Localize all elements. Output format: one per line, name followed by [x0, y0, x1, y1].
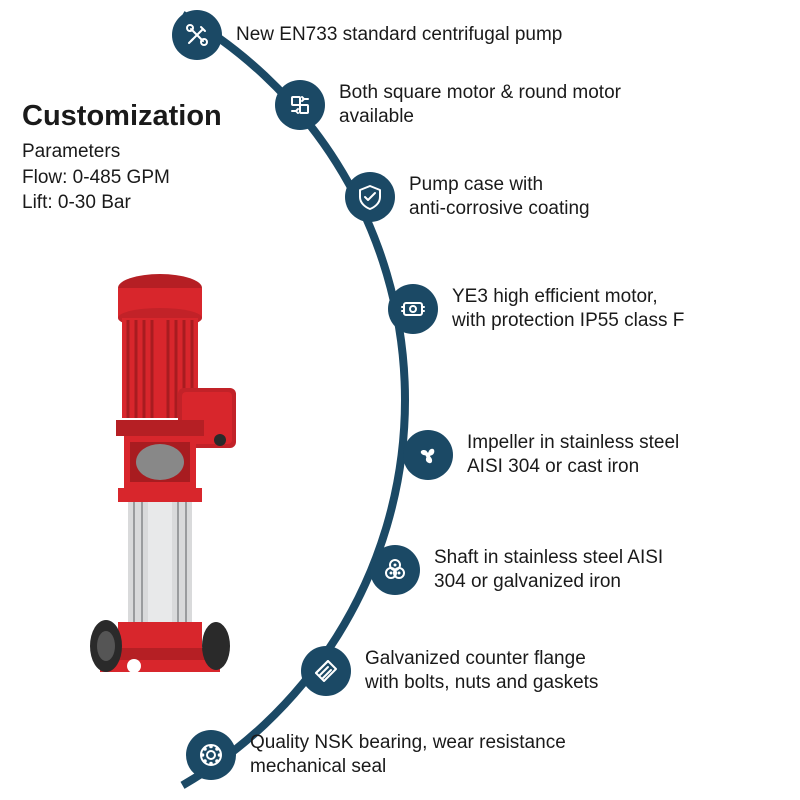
parameters-label: Parameters: [22, 139, 222, 165]
feature-item: New EN733 standard centrifugal pump: [172, 10, 562, 60]
feature-item: Quality NSK bearing, wear resistance mec…: [186, 730, 580, 780]
feature-text: Pump case withanti-corrosive coating: [409, 173, 590, 221]
feature-item: Shaft in stainless steel AISI304 or galv…: [370, 545, 663, 595]
fan-icon: [403, 430, 453, 480]
feature-text: Galvanized counter flangewith bolts, nut…: [365, 647, 598, 695]
feature-text: New EN733 standard centrifugal pump: [236, 23, 562, 47]
feature-item: Galvanized counter flangewith bolts, nut…: [301, 646, 598, 696]
feature-text: YE3 high efficient motor,with protection…: [452, 285, 684, 333]
feature-item: Impeller in stainless steelAISI 304 or c…: [403, 430, 679, 480]
customization-heading: Customization Parameters Flow: 0-485 GPM…: [22, 100, 222, 216]
flange-icon: [301, 646, 351, 696]
flow-value: Flow: 0-485 GPM: [22, 165, 222, 191]
feature-text: Shaft in stainless steel AISI304 or galv…: [434, 546, 663, 594]
tools-icon: [172, 10, 222, 60]
lift-value: Lift: 0-30 Bar: [22, 190, 222, 216]
pump-illustration: [70, 270, 260, 690]
feature-item: Pump case withanti-corrosive coating: [345, 172, 590, 222]
shield-icon: [345, 172, 395, 222]
motor-icon: [275, 80, 325, 130]
feature-item: YE3 high efficient motor,with protection…: [388, 284, 684, 334]
feature-text: Quality NSK bearing, wear resistance mec…: [250, 731, 580, 779]
feature-text: Both square motor & round motor availabl…: [339, 81, 669, 129]
shaft-icon: [370, 545, 420, 595]
feature-item: Both square motor & round motor availabl…: [275, 80, 669, 130]
feature-text: Impeller in stainless steelAISI 304 or c…: [467, 431, 679, 479]
bearing-icon: [186, 730, 236, 780]
title: Customization: [22, 100, 222, 133]
ye3-icon: [388, 284, 438, 334]
